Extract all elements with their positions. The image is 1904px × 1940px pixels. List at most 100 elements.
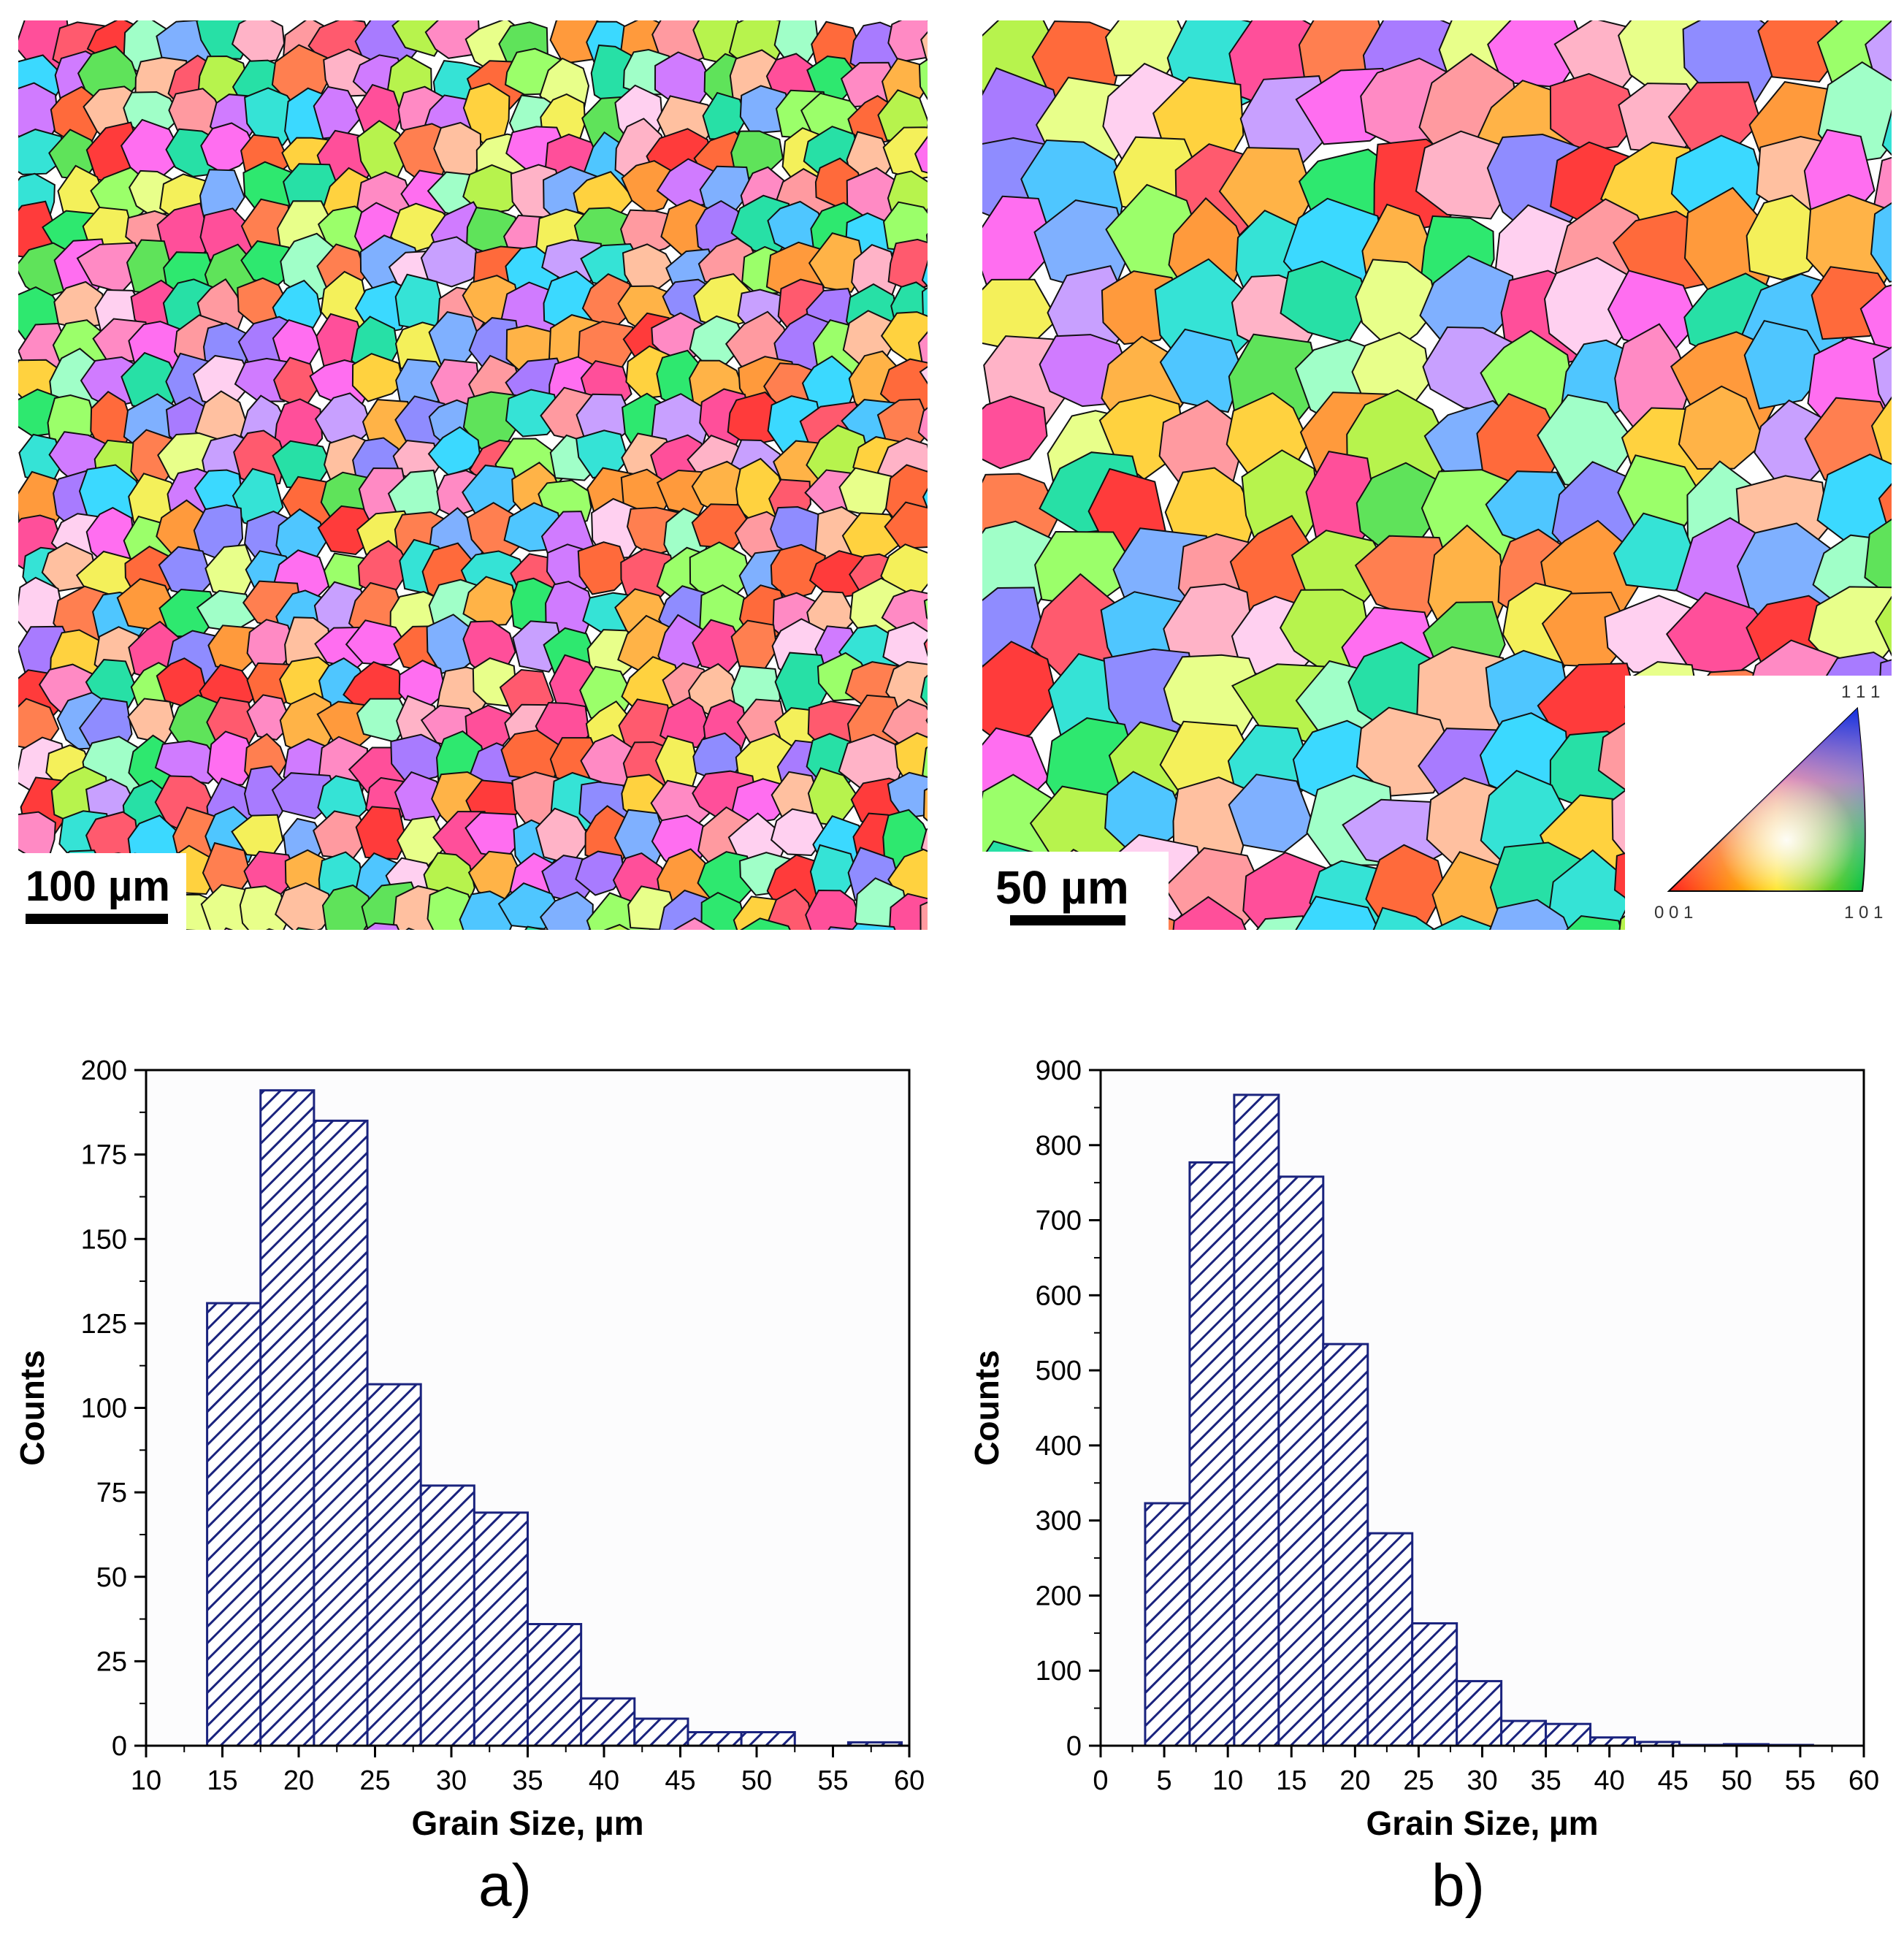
grain: [919, 366, 928, 385]
histogram-a: 10 15 20 25 30 35 40 45 50 55 60 0 25 50 75 100 125 150 17…: [0, 1023, 949, 1855]
grain: [1295, 895, 1380, 930]
histogram-a-y-tick-label-8: 200: [81, 1055, 127, 1086]
histogram-b-bar-7: [1456, 1680, 1503, 1747]
grain: [424, 20, 481, 59]
grain: [918, 58, 928, 101]
grain: [925, 717, 928, 724]
histogram-b-bar-4: [1322, 1343, 1369, 1747]
histogram-a-y-tick-label-7: 175: [81, 1140, 127, 1171]
grain: [923, 598, 928, 620]
caption-a: a): [478, 1852, 532, 1919]
grain: [351, 353, 405, 402]
histogram-b-x-tick-label-0: 0: [1093, 1765, 1108, 1796]
histogram-b-x-tick-label-1: 5: [1157, 1765, 1172, 1796]
scale-bar-a-line: [26, 914, 168, 924]
histogram-b-x-tick-label-2: 10: [1212, 1765, 1243, 1796]
grain: [920, 828, 928, 855]
grain: [919, 901, 928, 930]
histogram-a-bar-6: [527, 1623, 583, 1747]
grain: [1870, 202, 1892, 283]
histogram-a-bar-0: [206, 1302, 262, 1747]
histogram-b-y-tick-label-4: 400: [1036, 1431, 1082, 1462]
scale-bar-a: 100 µm: [18, 853, 186, 930]
grain: [887, 848, 928, 911]
grain: [887, 238, 928, 291]
grain: [922, 746, 928, 781]
histogram-b-x-tick-label-5: 25: [1403, 1765, 1434, 1796]
ipf-color-key: 1 1 1 0 0 1 1 0 1: [1625, 676, 1892, 930]
scale-bar-b: 50 µm: [982, 852, 1169, 930]
histogram-a-bar-4: [419, 1484, 475, 1747]
grain: [922, 487, 928, 511]
grain: [390, 733, 451, 784]
ipf-label-111: 1 1 1: [1841, 682, 1880, 702]
histogram-b-bar-8: [1500, 1719, 1548, 1747]
grain: [925, 232, 928, 249]
grain: [246, 694, 293, 741]
grain: [1372, 906, 1436, 930]
grain: [462, 164, 525, 215]
grain: [851, 923, 896, 930]
histogram-a-y-tick-label-6: 150: [81, 1224, 127, 1255]
grain: [1255, 915, 1307, 930]
grain: [239, 885, 289, 930]
grain: [1875, 595, 1892, 657]
histogram-b: 0 5 10 15 20 25 30 35 40 45 50 55 60 0 100 200 300 400 500…: [955, 1023, 1904, 1855]
histogram-b-y-tick-label-6: 600: [1036, 1280, 1082, 1311]
grain: [1565, 914, 1623, 930]
grain: [575, 850, 626, 896]
histogram-a-x-tick-label-8: 50: [741, 1765, 772, 1796]
grain: [603, 923, 631, 930]
grain: [920, 674, 928, 706]
histogram-a-x-axis-label: Grain Size, µm: [412, 1804, 644, 1842]
grain: [808, 550, 871, 600]
histogram-a-y-tick-label-4: 100: [81, 1394, 127, 1424]
histogram-b-y-tick-label-2: 200: [1036, 1581, 1082, 1611]
scale-bar-b-line: [1010, 915, 1125, 925]
histogram-b-x-tick-label-10: 50: [1721, 1765, 1752, 1796]
grain: [805, 889, 863, 930]
histogram-b-y-tick-label-0: 0: [1066, 1731, 1082, 1762]
grain: [1613, 512, 1700, 592]
grain: [740, 917, 791, 930]
grain: [922, 787, 928, 822]
histogram-b-y-tick-label-7: 700: [1036, 1206, 1082, 1237]
histogram-b-y-tick-label-1: 100: [1036, 1656, 1082, 1687]
caption-b: b): [1431, 1852, 1485, 1919]
histogram-b-x-tick-label-8: 40: [1594, 1765, 1625, 1796]
grain: [231, 20, 286, 64]
histogram-b-bar-6: [1411, 1622, 1458, 1747]
histogram-b-x-tick-label-6: 30: [1467, 1765, 1497, 1796]
ipf-label-101: 1 0 1: [1844, 903, 1883, 923]
histogram-a-x-tick-label-5: 35: [512, 1765, 543, 1796]
grain: [1172, 895, 1247, 930]
grain: [459, 890, 514, 930]
histogram-b-x-axis-label: Grain Size, µm: [1366, 1804, 1599, 1842]
grain: [658, 889, 714, 930]
grain: [539, 891, 594, 930]
histogram-a-bar-7: [580, 1697, 636, 1747]
histogram-b-bar-2: [1233, 1093, 1280, 1747]
grain: [888, 893, 928, 930]
grain: [1881, 109, 1892, 156]
grain: [1415, 130, 1516, 220]
grain: [1159, 328, 1245, 413]
histogram-a-plot: 10 15 20 25 30 35 40 45 50 55 60 0 25 50 75 100 125 150 17…: [13, 1055, 925, 1842]
histogram-b-x-tick-label-3: 15: [1276, 1765, 1307, 1796]
histogram-b-x-tick-label-4: 20: [1339, 1765, 1370, 1796]
grain: [420, 236, 485, 288]
grain: [355, 806, 408, 860]
ipf-label-001: 0 0 1: [1654, 903, 1693, 923]
grain: [1743, 320, 1830, 410]
grain: [1489, 898, 1570, 930]
grain: [673, 917, 715, 930]
histogram-b-y-tick-label-9: 900: [1036, 1055, 1082, 1086]
histogram-b-bar-0: [1144, 1502, 1191, 1747]
histogram-b-bar-5: [1366, 1532, 1414, 1747]
histogram-b-plot: 0 5 10 15 20 25 30 35 40 45 50 55 600100200300400500…: [968, 1055, 1879, 1842]
histogram-a-x-tick-label-7: 45: [665, 1765, 695, 1796]
histogram-a-y-tick-label-1: 25: [96, 1646, 127, 1677]
histogram-a-x-tick-label-6: 40: [589, 1765, 619, 1796]
histogram-b-bar-10: [1589, 1736, 1637, 1747]
grain: [1859, 284, 1892, 355]
